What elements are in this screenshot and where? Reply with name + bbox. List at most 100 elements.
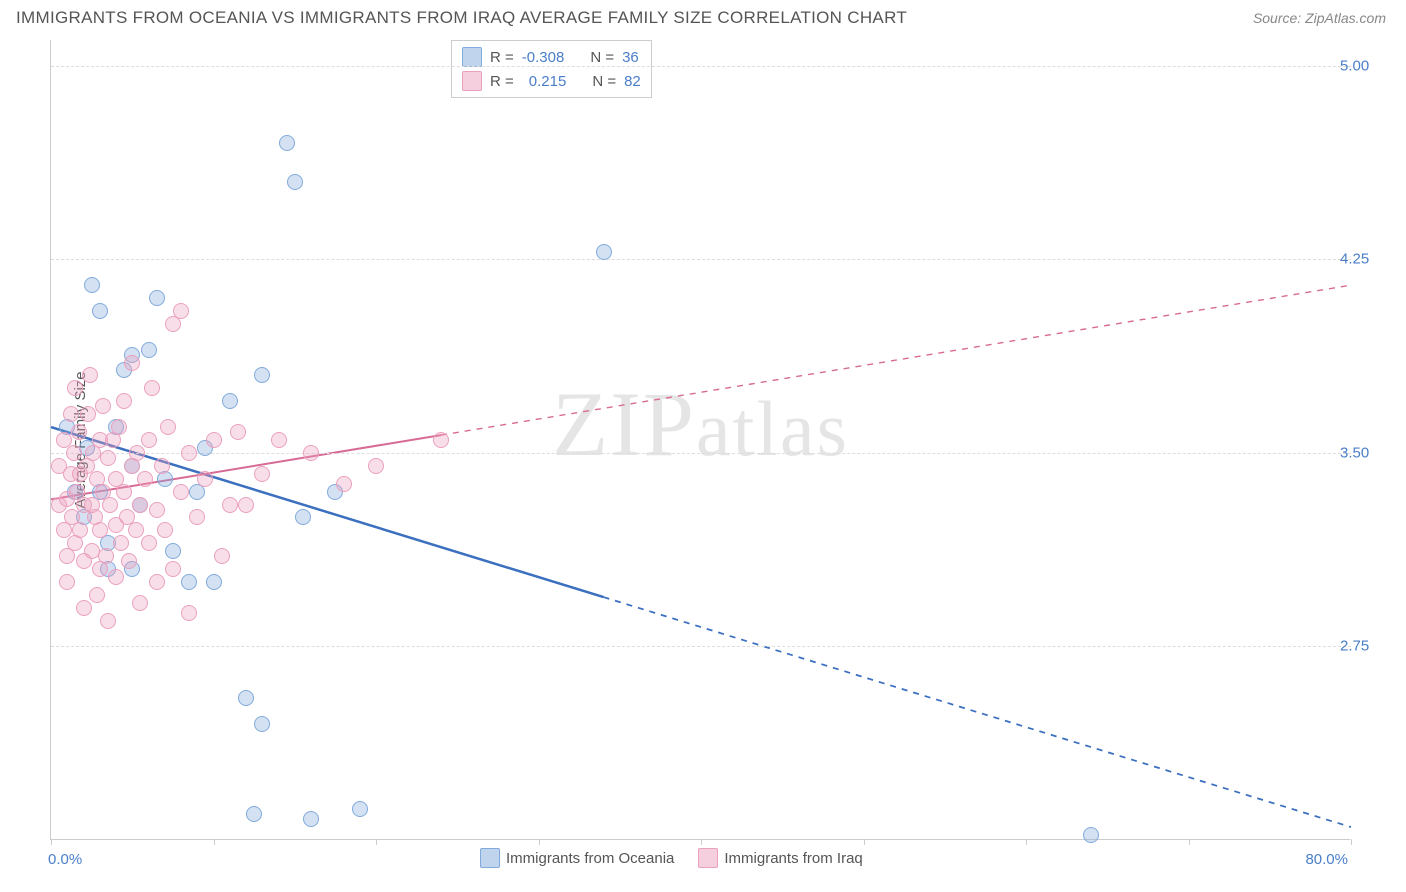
swatch-icon bbox=[480, 848, 500, 868]
data-point bbox=[173, 484, 189, 500]
data-point bbox=[189, 509, 205, 525]
swatch-icon bbox=[462, 47, 482, 67]
data-point bbox=[206, 574, 222, 590]
data-point bbox=[254, 466, 270, 482]
data-point bbox=[222, 393, 238, 409]
y-tick-label: 3.50 bbox=[1340, 444, 1390, 461]
data-point bbox=[132, 595, 148, 611]
data-point bbox=[222, 497, 238, 513]
data-point bbox=[336, 476, 352, 492]
plot-area: ZIPatlas R = -0.308 N = 36 R = 0.215 N =… bbox=[50, 40, 1350, 840]
data-point bbox=[128, 522, 144, 538]
data-point bbox=[279, 135, 295, 151]
x-tick bbox=[1026, 839, 1027, 845]
data-point bbox=[63, 406, 79, 422]
x-axis-min-label: 0.0% bbox=[48, 851, 82, 868]
data-point bbox=[596, 244, 612, 260]
data-point bbox=[92, 522, 108, 538]
source-attribution: Source: ZipAtlas.com bbox=[1253, 10, 1386, 26]
data-point bbox=[160, 419, 176, 435]
data-point bbox=[181, 605, 197, 621]
legend-item-oceania: Immigrants from Oceania bbox=[480, 848, 674, 868]
swatch-icon bbox=[698, 848, 718, 868]
data-point bbox=[433, 432, 449, 448]
data-point bbox=[165, 561, 181, 577]
data-point bbox=[154, 458, 170, 474]
data-point bbox=[71, 424, 87, 440]
data-point bbox=[66, 445, 82, 461]
data-point bbox=[129, 445, 145, 461]
data-point bbox=[144, 380, 160, 396]
x-tick bbox=[864, 839, 865, 845]
data-point bbox=[303, 445, 319, 461]
data-point bbox=[72, 522, 88, 538]
data-point bbox=[141, 342, 157, 358]
stats-legend-row-iraq: R = 0.215 N = 82 bbox=[462, 69, 641, 93]
data-point bbox=[206, 432, 222, 448]
data-point bbox=[137, 471, 153, 487]
trend-lines-layer bbox=[51, 40, 1351, 840]
stats-legend: R = -0.308 N = 36 R = 0.215 N = 82 bbox=[451, 40, 652, 98]
data-point bbox=[124, 355, 140, 371]
x-tick bbox=[51, 839, 52, 845]
data-point bbox=[84, 543, 100, 559]
data-point bbox=[100, 613, 116, 629]
gridline bbox=[51, 646, 1351, 647]
data-point bbox=[76, 600, 92, 616]
data-point bbox=[352, 801, 368, 817]
data-point bbox=[82, 367, 98, 383]
gridline bbox=[51, 66, 1351, 67]
data-point bbox=[295, 509, 311, 525]
data-point bbox=[287, 174, 303, 190]
data-point bbox=[149, 502, 165, 518]
x-tick bbox=[214, 839, 215, 845]
data-point bbox=[100, 450, 116, 466]
data-point bbox=[149, 290, 165, 306]
data-point bbox=[238, 690, 254, 706]
trend-line-dashed bbox=[604, 597, 1352, 827]
data-point bbox=[92, 303, 108, 319]
x-tick bbox=[376, 839, 377, 845]
data-point bbox=[95, 398, 111, 414]
data-point bbox=[254, 716, 270, 732]
y-tick-label: 4.25 bbox=[1340, 251, 1390, 268]
y-tick-label: 2.75 bbox=[1340, 638, 1390, 655]
data-point bbox=[132, 497, 148, 513]
gridline bbox=[51, 453, 1351, 454]
data-point bbox=[173, 303, 189, 319]
data-point bbox=[254, 367, 270, 383]
data-point bbox=[80, 406, 96, 422]
data-point bbox=[98, 548, 114, 564]
data-point bbox=[1083, 827, 1099, 843]
x-tick bbox=[1189, 839, 1190, 845]
data-point bbox=[59, 574, 75, 590]
data-point bbox=[271, 432, 287, 448]
y-tick-label: 5.00 bbox=[1340, 57, 1390, 74]
data-point bbox=[111, 419, 127, 435]
legend-item-iraq: Immigrants from Iraq bbox=[698, 848, 862, 868]
data-point bbox=[238, 497, 254, 513]
data-point bbox=[113, 535, 129, 551]
swatch-icon bbox=[462, 71, 482, 91]
data-point bbox=[230, 424, 246, 440]
chart-title: IMMIGRANTS FROM OCEANIA VS IMMIGRANTS FR… bbox=[16, 8, 907, 28]
data-point bbox=[84, 277, 100, 293]
data-point bbox=[149, 574, 165, 590]
data-point bbox=[246, 806, 262, 822]
correlation-scatter-chart: Average Family Size ZIPatlas R = -0.308 … bbox=[50, 40, 1390, 840]
data-point bbox=[368, 458, 384, 474]
data-point bbox=[141, 432, 157, 448]
data-point bbox=[181, 445, 197, 461]
x-tick bbox=[1351, 839, 1352, 845]
trend-line-dashed bbox=[441, 285, 1351, 435]
data-point bbox=[116, 393, 132, 409]
data-point bbox=[157, 522, 173, 538]
data-point bbox=[102, 497, 118, 513]
x-tick bbox=[539, 839, 540, 845]
data-point bbox=[181, 574, 197, 590]
data-point bbox=[197, 471, 213, 487]
x-axis-max-label: 80.0% bbox=[1305, 851, 1348, 868]
data-point bbox=[214, 548, 230, 564]
x-tick bbox=[701, 839, 702, 845]
data-point bbox=[108, 569, 124, 585]
